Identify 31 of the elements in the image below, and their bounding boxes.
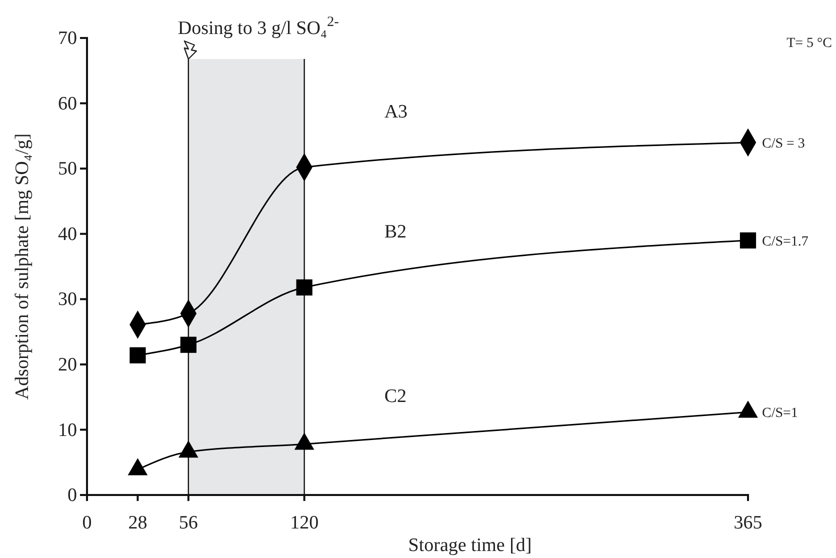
- series-label: B2: [384, 221, 407, 242]
- series-label: C2: [384, 386, 407, 408]
- point: [738, 400, 758, 418]
- y-tick-label: 20: [58, 354, 77, 376]
- x-tick-label: 365: [734, 512, 762, 534]
- point: [740, 232, 756, 248]
- y-tick-label: 0: [68, 485, 77, 506]
- x-tick-label: 56: [178, 512, 198, 534]
- y-tick-label: 40: [58, 224, 77, 245]
- text: C/S = 3: [762, 136, 805, 152]
- point: [130, 347, 146, 364]
- x-tick-label: 28: [128, 512, 148, 534]
- point: [180, 336, 196, 353]
- y-tick-label: 50: [58, 158, 77, 180]
- point: [294, 432, 314, 450]
- y-tick-label: 30: [58, 289, 77, 310]
- text: C/S=1.7: [762, 234, 808, 250]
- y-tick-label: 10: [58, 420, 77, 441]
- text: T= 5 °C: [786, 36, 832, 51]
- point: [296, 279, 312, 296]
- series-label: A3: [384, 101, 408, 122]
- x-axis-title: Storage time [d]: [408, 535, 532, 556]
- x-tick-label: 0: [82, 512, 92, 534]
- annotation: Dosing to 3 g/l SO₄$^{2-}$: [178, 14, 340, 39]
- point: [178, 440, 198, 458]
- point: [128, 458, 148, 476]
- x-tick-label: 120: [290, 512, 319, 534]
- text: C/S=1: [762, 406, 798, 422]
- y-tick-label: 70: [58, 28, 77, 50]
- y-tick-label: 60: [58, 93, 77, 114]
- y-axis-title: Adsorption of sulphate [mg SO₄/g]: [12, 133, 33, 400]
